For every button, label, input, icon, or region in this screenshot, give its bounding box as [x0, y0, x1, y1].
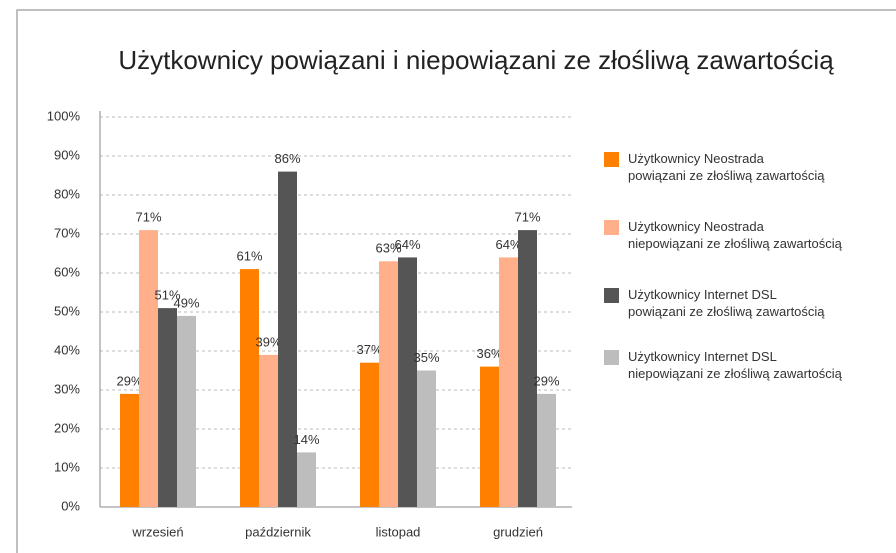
bar [379, 261, 398, 507]
bar [139, 230, 158, 507]
value-label: 64% [394, 237, 420, 252]
bar [120, 393, 139, 507]
y-tick-label: 90% [54, 147, 80, 162]
value-label: 49% [173, 295, 199, 310]
y-tick-label: 100% [47, 108, 81, 123]
bar [398, 257, 417, 507]
y-tick-label: 40% [54, 342, 80, 357]
x-tick-label: październik [245, 524, 311, 539]
legend-label: Użytkownicy Neostrada niepowiązani ze zł… [628, 219, 842, 251]
bar [297, 452, 316, 507]
y-tick-label: 30% [54, 381, 80, 396]
y-tick-label: 20% [54, 420, 80, 435]
x-tick-label: grudzień [493, 524, 543, 539]
frame [16, 9, 896, 553]
value-label: 64% [495, 237, 521, 252]
value-label: 39% [255, 334, 281, 349]
legend-swatch [604, 152, 619, 167]
y-tick-label: 60% [54, 264, 80, 279]
legend-swatch [604, 288, 619, 303]
value-label: 29% [533, 373, 559, 388]
y-tick-label: 50% [54, 303, 80, 318]
value-label: 63% [375, 241, 401, 256]
bar [360, 362, 379, 507]
chart-title: Użytkownicy powiązani i niepowiązani ze … [118, 45, 834, 75]
value-label: 86% [274, 151, 300, 166]
bar [499, 257, 518, 507]
y-tick-label: 0% [61, 498, 80, 513]
value-label: 14% [293, 432, 319, 447]
y-tick-label: 10% [54, 459, 80, 474]
legend-label: Użytkownicy Internet DSL powiązani ze zł… [628, 287, 825, 319]
x-tick-label: wrzesień [131, 524, 183, 539]
legend-label: Użytkownicy Neostrada powiązani ze złośl… [628, 151, 825, 183]
y-tick-label: 80% [54, 186, 80, 201]
value-label: 71% [135, 210, 161, 225]
value-label: 36% [476, 346, 502, 361]
value-label: 71% [514, 210, 540, 225]
bar [518, 230, 537, 507]
value-label: 37% [356, 342, 382, 357]
value-label: 61% [236, 249, 262, 264]
bar [480, 366, 499, 507]
legend-label: Użytkownicy Internet DSL niepowiązani ze… [628, 349, 842, 381]
bar [177, 315, 196, 507]
bar [278, 171, 297, 507]
bar [158, 308, 177, 507]
value-label: 51% [154, 288, 180, 303]
y-tick-label: 70% [54, 225, 80, 240]
legend-swatch [604, 350, 619, 365]
bar [537, 393, 556, 507]
bar [417, 370, 436, 507]
legend-swatch [604, 220, 619, 235]
bar [240, 269, 259, 507]
x-tick-label: listopad [376, 524, 421, 539]
bar [259, 354, 278, 507]
value-label: 35% [413, 350, 439, 365]
value-label: 29% [116, 373, 142, 388]
